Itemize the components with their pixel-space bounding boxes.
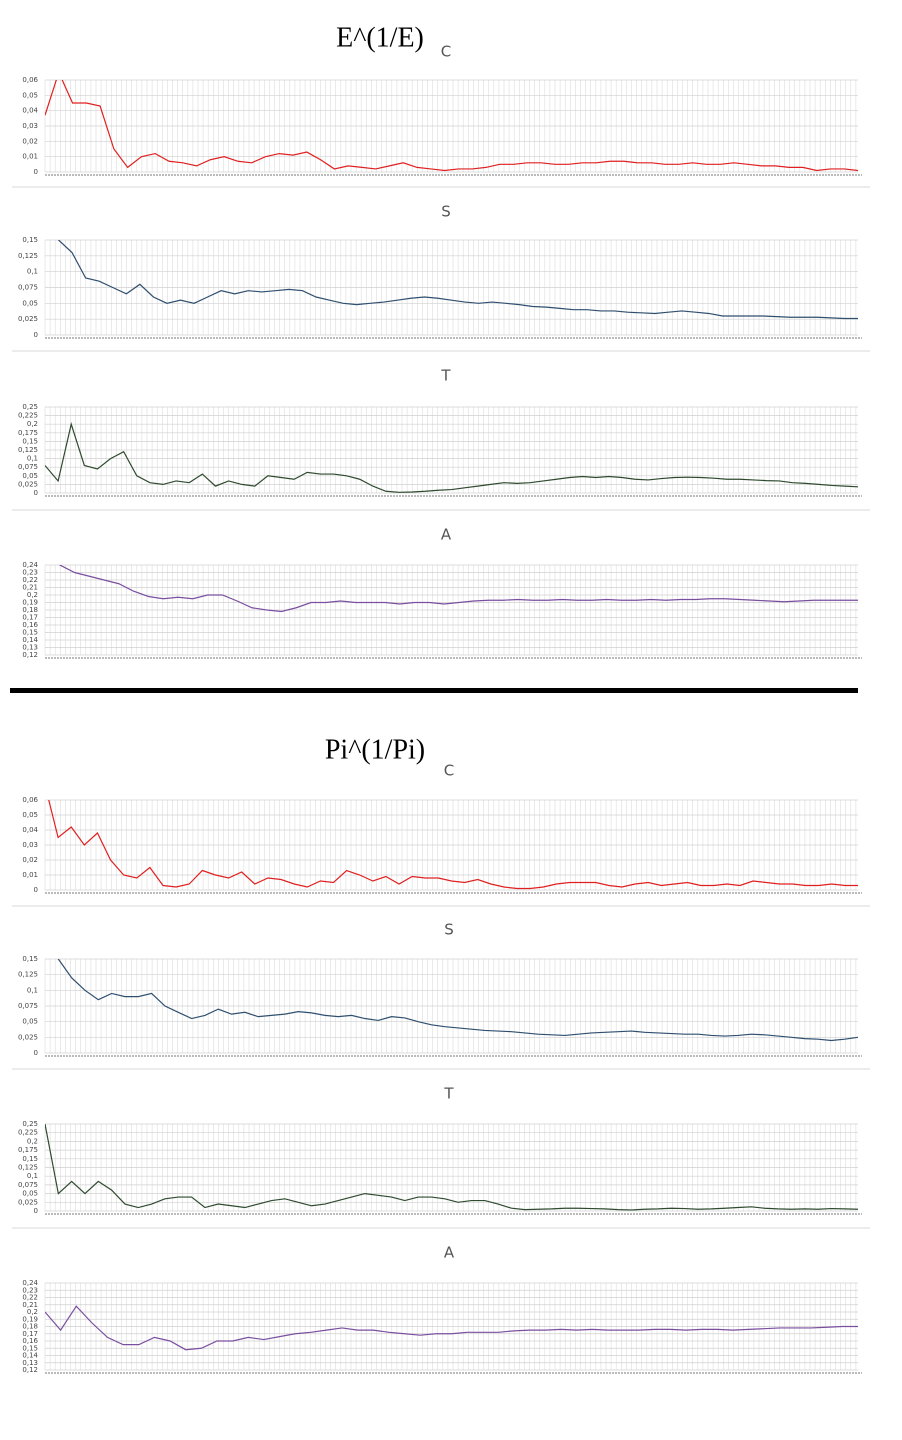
y-tick-label: 0,025: [18, 1198, 38, 1206]
y-tick-label: 0,17: [22, 1330, 38, 1338]
y-tick-label: 0,225: [18, 412, 38, 420]
chart-title: C: [441, 43, 451, 61]
y-tick-label: 0,23: [22, 1286, 38, 1294]
y-tick-label: 0,125: [18, 1164, 38, 1172]
y-tick-label: 0,12: [22, 1366, 38, 1374]
y-tick-label: 0,14: [22, 1352, 38, 1360]
y-tick-label: 0,075: [18, 284, 38, 292]
y-tick-label: 0,175: [18, 429, 38, 437]
y-tick-label: 0,25: [22, 1120, 38, 1128]
y-tick-label: 0,15: [22, 629, 38, 637]
y-tick-label: 0,15: [22, 1155, 38, 1163]
y-tick-label: 0,16: [22, 1337, 38, 1345]
y-tick-label: 0,2: [27, 591, 38, 599]
data-line: [57, 240, 858, 320]
chart-title: T: [440, 367, 451, 385]
y-tick-label: 0,05: [22, 811, 38, 819]
data-line: [45, 1124, 858, 1211]
y-tick-label: 0,05: [22, 472, 38, 480]
y-tick-label: 0,01: [22, 871, 38, 879]
chart-title: C: [444, 762, 454, 780]
y-tick-label: 0,04: [22, 107, 38, 115]
y-tick-label: 0,06: [22, 796, 38, 804]
y-tick-label: 0,05: [22, 91, 38, 99]
y-tick-label: 0,06: [22, 76, 38, 84]
y-tick-label: 0,2: [27, 1137, 38, 1145]
y-tick-label: 0,21: [22, 1301, 38, 1309]
data-line: [58, 565, 858, 613]
y-tick-label: 0,19: [22, 599, 38, 607]
y-tick-label: 0,02: [22, 856, 38, 864]
chart-title: A: [444, 1244, 455, 1262]
chart-title: A: [441, 526, 452, 544]
y-tick-label: 0: [34, 1049, 38, 1057]
y-tick-label: 0,025: [18, 1033, 38, 1041]
y-tick-label: 0,075: [18, 463, 38, 471]
y-tick-label: 0,05: [22, 1018, 38, 1026]
y-tick-label: 0,025: [18, 315, 38, 323]
y-tick-label: 0,05: [22, 299, 38, 307]
data-line: [45, 421, 858, 493]
y-tick-label: 0: [34, 886, 38, 894]
y-tick-label: 0,15: [22, 1344, 38, 1352]
data-line: [45, 80, 858, 172]
y-tick-label: 0,16: [22, 621, 38, 629]
y-tick-label: 0,075: [18, 1002, 38, 1010]
y-tick-label: 0,05: [22, 1190, 38, 1198]
data-line: [48, 800, 858, 890]
y-tick-label: 0,2: [27, 1308, 38, 1316]
y-tick-label: 0: [34, 331, 38, 339]
chart-title: T: [443, 1085, 454, 1103]
y-tick-label: 0,01: [22, 153, 38, 161]
y-tick-label: 0,24: [22, 1279, 38, 1287]
data-line: [45, 1305, 858, 1351]
y-tick-label: 0,1: [27, 986, 38, 994]
data-line: [57, 959, 858, 1042]
y-tick-label: 0,03: [22, 122, 38, 130]
y-tick-label: 0,175: [18, 1146, 38, 1154]
y-tick-label: 0,22: [22, 1294, 38, 1302]
y-tick-label: 0,15: [22, 955, 38, 963]
y-tick-label: 0,125: [18, 446, 38, 454]
y-tick-label: 0,025: [18, 480, 38, 488]
y-tick-label: 0,19: [22, 1315, 38, 1323]
y-tick-label: 0: [34, 489, 38, 497]
chart-title: S: [441, 203, 451, 221]
y-tick-label: 0,15: [22, 437, 38, 445]
y-tick-label: 0,04: [22, 826, 38, 834]
y-tick-label: 0,03: [22, 841, 38, 849]
y-tick-label: 0,22: [22, 576, 38, 584]
page-title: E^(1/E): [336, 22, 424, 53]
y-tick-label: 0,225: [18, 1129, 38, 1137]
y-tick-label: 0,125: [18, 252, 38, 260]
y-tick-label: 0,075: [18, 1181, 38, 1189]
y-tick-label: 0,18: [22, 1323, 38, 1331]
y-tick-label: 0,24: [22, 561, 38, 569]
y-tick-label: 0: [34, 168, 38, 176]
y-tick-label: 0,1: [27, 268, 38, 276]
y-tick-label: 0,21: [22, 584, 38, 592]
y-tick-label: 0,15: [22, 236, 38, 244]
y-tick-label: 0,25: [22, 403, 38, 411]
page-title: Pi^(1/Pi): [325, 734, 425, 765]
y-tick-label: 0,1: [27, 455, 38, 463]
y-tick-label: 0,12: [22, 651, 38, 659]
y-tick-label: 0,2: [27, 420, 38, 428]
section-divider: [10, 688, 858, 693]
y-tick-label: 0,23: [22, 569, 38, 577]
y-tick-label: 0,13: [22, 1359, 38, 1367]
chart-title: S: [444, 921, 454, 939]
y-tick-label: 0,14: [22, 636, 38, 644]
y-tick-label: 0,02: [22, 137, 38, 145]
y-tick-label: 0: [34, 1207, 38, 1215]
y-tick-label: 0,17: [22, 614, 38, 622]
y-tick-label: 0,18: [22, 606, 38, 614]
y-tick-label: 0,125: [18, 971, 38, 979]
y-tick-label: 0,13: [22, 644, 38, 652]
y-tick-label: 0,1: [27, 1172, 38, 1180]
